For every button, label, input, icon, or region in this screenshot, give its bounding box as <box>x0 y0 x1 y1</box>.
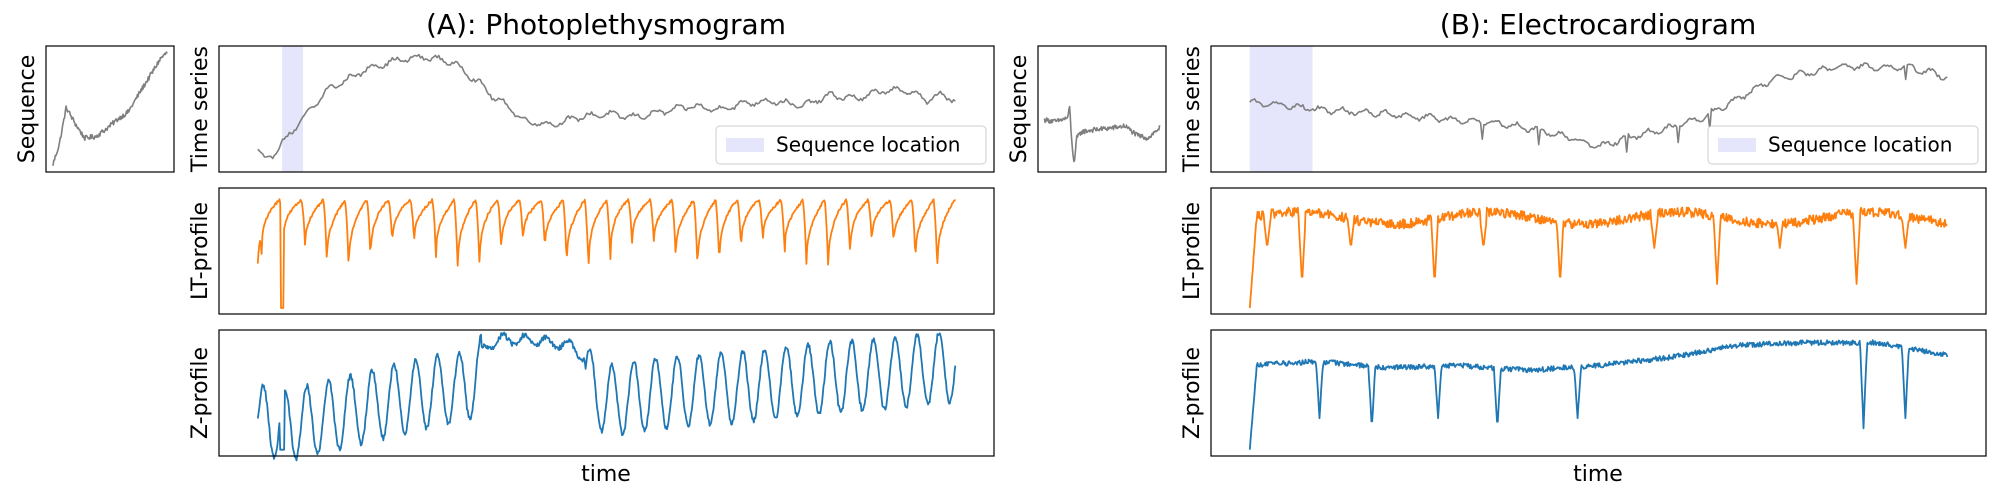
panel-a-sequence-line <box>52 51 168 166</box>
panel-b-sequence-location-span <box>1249 46 1313 172</box>
panel-a-legend-label: Sequence location <box>776 133 960 157</box>
panel-a-legend-box <box>715 125 987 165</box>
panel-b-lt-profile-axes <box>1210 187 1987 315</box>
panel-b-z-profile-line <box>1248 339 1949 450</box>
panel-b-z-profile-axes <box>1210 329 1987 457</box>
panel-b-lt-profile-ylabel: LT-profile <box>1180 202 1205 300</box>
panel-b-legend-swatch <box>1718 138 1756 152</box>
panel-a-lt-profile-ylabel: LT-profile <box>188 202 213 300</box>
panel-b-lt-profile-line <box>1248 206 1948 309</box>
panel-b-z-profile-ylabel: Z-profile <box>1180 347 1205 439</box>
panel-a-time-series-line <box>257 53 956 160</box>
panel-a-sequence-location-span <box>282 46 304 172</box>
panel-a-z-profile-axes <box>218 329 995 457</box>
panel-b-time-series-axes <box>1210 45 1987 173</box>
panel-a-sequence-axes <box>45 45 175 173</box>
panel-a-lt-profile-axes <box>218 187 995 315</box>
panel-b-sequence-ylabel: Sequence <box>1007 55 1032 164</box>
panel-a-sequence-ylabel: Sequence <box>15 55 40 164</box>
panel-a-time-series-axes <box>218 45 995 173</box>
panel-b-legend-box <box>1707 125 1979 165</box>
panel-b-xlabel: time <box>1573 462 1623 487</box>
panel-a-z-profile-ylabel: Z-profile <box>188 347 213 439</box>
panel-b-sequence-axes <box>1037 45 1167 173</box>
panel-a-xlabel: time <box>581 462 631 487</box>
panel-a-z-profile-line <box>256 331 957 462</box>
panel-b-title: (B): Electrocardiogram <box>1440 8 1756 41</box>
panel-a-time-series-ylabel: Time series <box>188 46 213 173</box>
panel-a-title: (A): Photoplethysmogram <box>426 8 786 41</box>
panel-b-time-series-ylabel: Time series <box>1180 46 1205 173</box>
panel-b-sequence-line <box>1043 105 1161 163</box>
panel-a-legend-swatch <box>726 138 764 152</box>
panel-b-legend-label: Sequence location <box>1768 133 1952 157</box>
panel-b-time-series-line <box>1249 62 1948 153</box>
panel-a-lt-profile-line <box>256 198 957 309</box>
